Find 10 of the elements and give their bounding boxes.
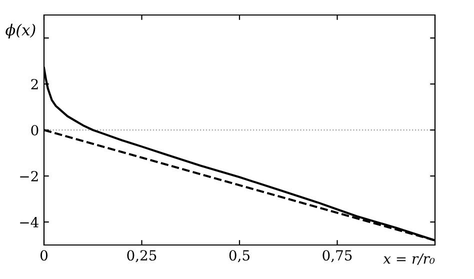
y-tick-label: −2: [20, 170, 38, 182]
x-tick-label: 0,25: [127, 250, 156, 262]
y-axis-title: ϕ(x): [6, 24, 36, 38]
x-tick-label: 0: [40, 250, 48, 261]
x-axis-title: x = r/r₀: [383, 253, 435, 265]
x-tick-label: 0,75: [322, 250, 352, 262]
y-tick-label: 2: [31, 78, 38, 90]
y-tick-label: 0: [31, 124, 38, 136]
y-tick-label: −4: [20, 216, 38, 228]
x-tick-label: 0,5: [229, 250, 250, 262]
